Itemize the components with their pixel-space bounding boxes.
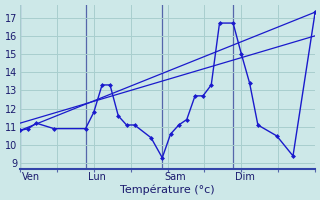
X-axis label: Température (°c): Température (°c) — [120, 185, 215, 195]
Text: Ven: Ven — [22, 172, 41, 182]
Text: Sam: Sam — [164, 172, 186, 182]
Text: Dim: Dim — [236, 172, 255, 182]
Text: Lun: Lun — [88, 172, 106, 182]
